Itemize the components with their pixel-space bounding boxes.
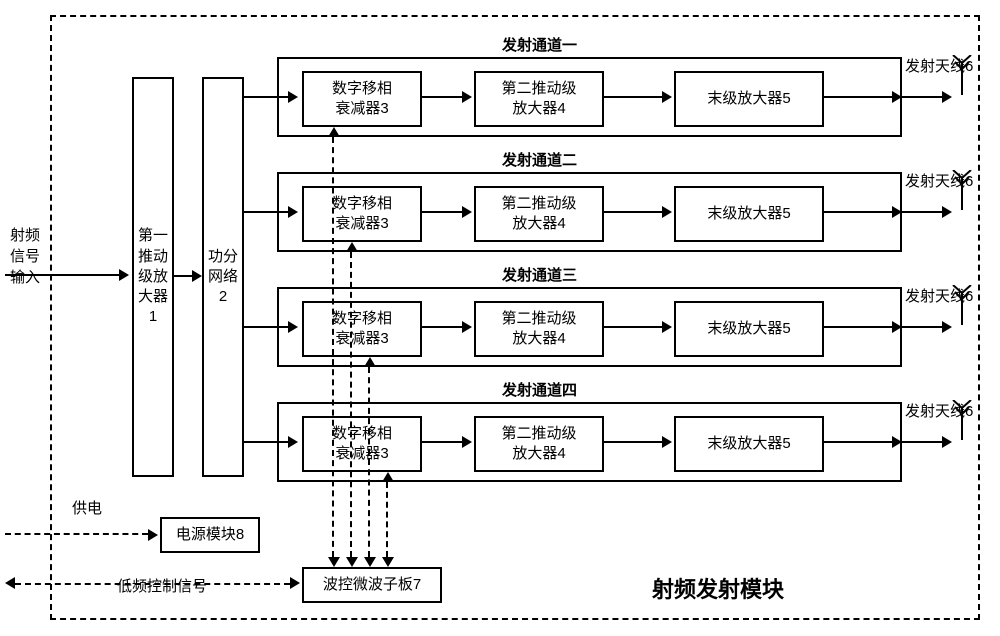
lf-control-label: 低频控制信号 bbox=[117, 575, 207, 596]
power-label: 供电 bbox=[72, 497, 102, 518]
arrow-amp1-splitter bbox=[174, 275, 192, 277]
lf-arrow-left bbox=[5, 577, 15, 589]
arrow-c3-out bbox=[902, 326, 942, 328]
arrow-c4-out bbox=[902, 441, 942, 443]
final-amp-4: 末级放大器5 bbox=[674, 416, 824, 472]
channel-3-title: 发射通道三 bbox=[502, 264, 577, 285]
power-splitter: 功分 网络 2 bbox=[202, 77, 244, 477]
channel-4: 数字移相 衰减器3 第二推动级 放大器4 末级放大器5 bbox=[277, 402, 902, 482]
amp1-label: 第一 推动 级放 大器 1 bbox=[138, 226, 168, 327]
antenna-2-label: 发射天线6 bbox=[905, 170, 973, 191]
phase-shifter-1: 数字移相 衰减器3 bbox=[302, 71, 422, 127]
ctrl-line-3 bbox=[368, 367, 370, 557]
arrow-c4-a bbox=[420, 441, 462, 443]
channel-1: 数字移相 衰减器3 第二推动级 放大器4 末级放大器5 bbox=[277, 57, 902, 137]
ctrl-line-4 bbox=[386, 482, 388, 557]
channel-3: 数字移相 衰减器3 第二推动级 放大器4 末级放大器5 bbox=[277, 287, 902, 367]
arrow-c4-b bbox=[602, 441, 662, 443]
channel-2: 数字移相 衰减器3 第二推动级 放大器4 末级放大器5 bbox=[277, 172, 902, 252]
arrow-c1-out bbox=[902, 96, 942, 98]
splitter-label: 功分 网络 2 bbox=[208, 247, 238, 308]
arrow-split-ch3 bbox=[244, 326, 288, 328]
arrow-c1-b bbox=[602, 96, 662, 98]
second-driver-amp-1: 第二推动级 放大器4 bbox=[474, 71, 604, 127]
channel-4-title: 发射通道四 bbox=[502, 379, 577, 400]
arrow-rf-in bbox=[5, 274, 119, 276]
antenna-3-label: 发射天线6 bbox=[905, 285, 973, 306]
arrow-c3-b bbox=[602, 326, 662, 328]
first-driver-amp: 第一 推动 级放 大器 1 bbox=[132, 77, 174, 477]
ctrl-line-2 bbox=[350, 252, 352, 557]
wave-control-board: 波控微波子板7 bbox=[302, 567, 442, 603]
final-amp-3: 末级放大器5 bbox=[674, 301, 824, 357]
arrow-c2-c bbox=[822, 211, 892, 213]
arrow-c2-a bbox=[420, 211, 462, 213]
module-title: 射频发射模块 bbox=[652, 572, 784, 604]
power-module: 电源模块8 bbox=[160, 517, 260, 553]
module-outline: 第一 推动 级放 大器 1 功分 网络 2 数字移相 衰减器3 第二推动级 放大… bbox=[50, 15, 980, 620]
lf-arrow-right bbox=[290, 577, 300, 589]
antenna-1-label: 发射天线6 bbox=[905, 55, 973, 76]
channel-1-title: 发射通道一 bbox=[502, 34, 577, 55]
ctrl-line-1 bbox=[332, 137, 334, 557]
final-amp-1: 末级放大器5 bbox=[674, 71, 824, 127]
arrow-c2-out bbox=[902, 211, 942, 213]
rf-input-label: 射频 信号 输入 bbox=[10, 225, 40, 288]
phase-shifter-4: 数字移相 衰减器3 bbox=[302, 416, 422, 472]
arrow-split-ch2 bbox=[244, 211, 288, 213]
lf-control-line bbox=[15, 583, 290, 585]
arrow-c2-b bbox=[602, 211, 662, 213]
second-driver-amp-2: 第二推动级 放大器4 bbox=[474, 186, 604, 242]
channel-2-title: 发射通道二 bbox=[502, 149, 577, 170]
arrow-c1-c bbox=[822, 96, 892, 98]
second-driver-amp-4: 第二推动级 放大器4 bbox=[474, 416, 604, 472]
phase-shifter-3: 数字移相 衰减器3 bbox=[302, 301, 422, 357]
arrow-c3-a bbox=[420, 326, 462, 328]
phase-shifter-2: 数字移相 衰减器3 bbox=[302, 186, 422, 242]
arrow-c3-c bbox=[822, 326, 892, 328]
second-driver-amp-3: 第二推动级 放大器4 bbox=[474, 301, 604, 357]
arrow-c4-c bbox=[822, 441, 892, 443]
power-in-line bbox=[5, 533, 148, 535]
antenna-4-label: 发射天线6 bbox=[905, 400, 973, 421]
arrow-c1-a bbox=[420, 96, 462, 98]
arrow-split-ch1 bbox=[244, 96, 288, 98]
final-amp-2: 末级放大器5 bbox=[674, 186, 824, 242]
arrow-split-ch4 bbox=[244, 441, 288, 443]
